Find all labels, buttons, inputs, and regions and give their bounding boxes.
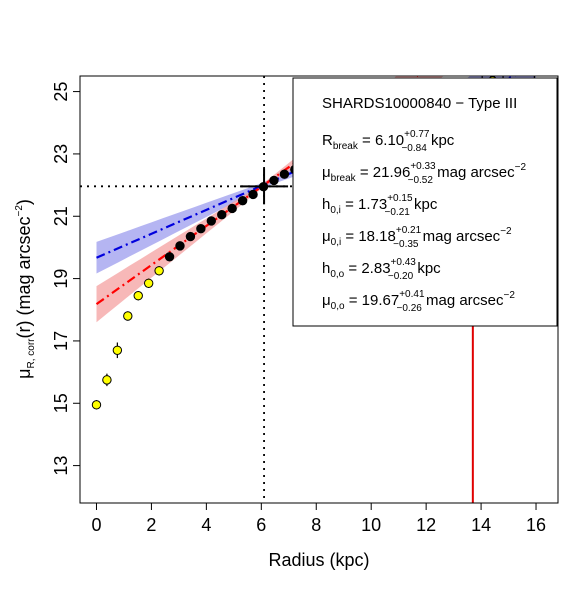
x-tick-label: 2	[146, 515, 156, 535]
x-tick-label: 10	[361, 515, 381, 535]
point-marker	[112, 345, 123, 355]
y-tick-label: 23	[51, 144, 71, 164]
point-marker	[185, 231, 196, 242]
y-tick-label: 15	[51, 393, 71, 413]
x-tick-label: 12	[416, 515, 436, 535]
data-point	[269, 175, 279, 186]
point-marker	[123, 311, 133, 321]
point-marker	[269, 175, 279, 186]
point-marker	[91, 400, 102, 410]
legend-title: SHARDS10000840 − Type III	[322, 95, 517, 112]
x-tick-label: 6	[256, 515, 266, 535]
data-point	[175, 241, 185, 251]
point-marker	[258, 181, 269, 192]
data-point	[227, 203, 237, 214]
x-axis-ticks: 0 2 4 6 8 10 12 14 16	[91, 503, 546, 535]
x-tick-label: 14	[471, 515, 491, 535]
data-point	[217, 209, 227, 220]
data-point	[206, 216, 217, 226]
x-tick-label: 0	[91, 515, 101, 535]
x-axis-title: Radius (kpc)	[268, 550, 369, 570]
point-marker	[227, 203, 237, 214]
data-point	[258, 181, 269, 192]
point-marker	[143, 278, 154, 288]
y-tick-label: 21	[51, 206, 71, 226]
data-point	[91, 400, 102, 410]
legend-entry: μbreak = 21.96+0.33 −0.52 mag arcsec−2	[322, 161, 526, 186]
data-point	[143, 278, 154, 288]
point-marker	[248, 189, 258, 200]
data-point	[133, 291, 143, 301]
point-marker	[102, 375, 112, 385]
point-marker	[175, 241, 185, 251]
y-tick-label: 19	[51, 269, 71, 289]
legend-lines: Rbreak = 6.10+0.77 −0.84 kpc μbreak = 21.9…	[322, 129, 526, 314]
data-point	[185, 231, 196, 242]
legend-frame	[292, 77, 558, 327]
point-marker	[217, 209, 227, 220]
data-point	[112, 342, 123, 359]
data-point	[248, 189, 258, 200]
y-tick-label: 17	[51, 331, 71, 351]
data-point	[164, 252, 175, 262]
data-point	[123, 311, 133, 321]
data-point	[279, 169, 290, 179]
point-marker	[237, 195, 248, 206]
x-tick-label: 4	[201, 515, 211, 535]
data-point	[154, 266, 164, 276]
data-point	[237, 195, 248, 206]
data-point	[196, 224, 206, 234]
y-tick-label: 25	[51, 82, 71, 102]
point-marker	[279, 169, 290, 179]
data-point	[102, 373, 112, 387]
x-tick-label: 8	[311, 515, 321, 535]
legend-box: SHARDS10000840 − Type III Rbreak = 6.10+…	[292, 77, 558, 327]
x-tick-label: 16	[526, 515, 546, 535]
legend-entry: μ0,o = 19.67+0.41 −0.26 mag arcsec−2	[322, 289, 515, 314]
point-marker	[154, 266, 164, 276]
point-marker	[133, 291, 143, 301]
y-axis-title: μR, corr(r) (mag arcsec−2)	[14, 199, 37, 379]
legend-entry: h0,o = 2.83+0.43 −0.20 kpc	[322, 257, 441, 282]
legend-entry: μ0,i = 18.18+0.21 −0.35 mag arcsec−2	[322, 225, 512, 250]
y-axis-ticks: 13 15 17 19 21 23 25	[51, 82, 80, 476]
y-tick-label: 13	[51, 456, 71, 476]
legend-entry: h0,i = 1.73+0.15 −0.21 kpc	[322, 193, 438, 218]
point-marker	[196, 224, 206, 234]
point-marker	[164, 252, 175, 262]
legend-entry: Rbreak = 6.10+0.77 −0.84 kpc	[322, 129, 455, 154]
point-marker	[206, 216, 217, 226]
plot-frame	[79, 75, 559, 504]
